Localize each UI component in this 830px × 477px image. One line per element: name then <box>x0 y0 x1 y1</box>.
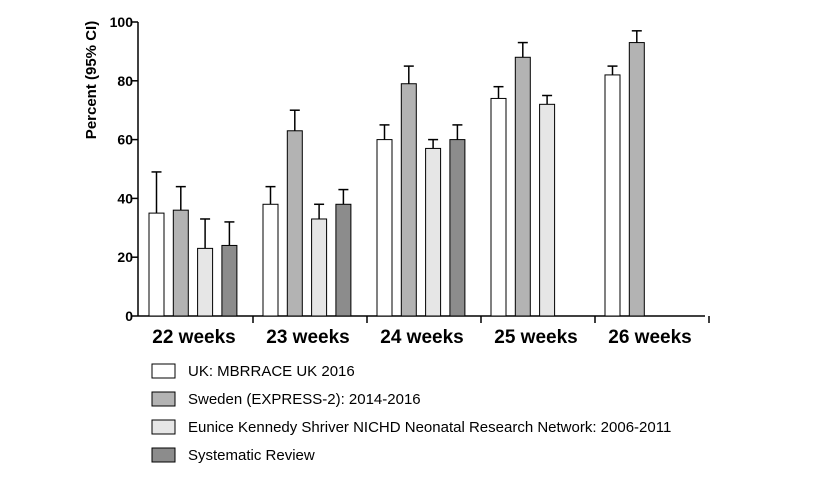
bar <box>400 83 417 317</box>
y-tick-label: 40 <box>117 190 133 206</box>
category-label: 25 weeks <box>494 327 577 348</box>
bar <box>514 56 531 317</box>
bar <box>539 103 556 317</box>
bar <box>197 247 214 317</box>
axes <box>132 21 710 323</box>
category-label: 22 weeks <box>152 327 235 348</box>
legend-label: Sweden (EXPRESS-2): 2014-2016 <box>188 391 421 408</box>
category-label: 24 weeks <box>380 327 463 348</box>
category-label: 23 weeks <box>266 327 349 348</box>
bar <box>449 139 466 317</box>
bar <box>262 203 279 317</box>
bar <box>425 147 442 317</box>
legend-label: UK: MBRRACE UK 2016 <box>188 363 355 380</box>
bars <box>148 30 645 317</box>
legend-label: Systematic Review <box>188 447 315 464</box>
bar <box>221 244 238 317</box>
bar <box>628 42 645 317</box>
legend-swatch <box>151 363 176 379</box>
bar <box>604 74 621 317</box>
category-label: 26 weeks <box>608 327 691 348</box>
bar <box>376 139 393 317</box>
legend-swatch <box>151 447 176 463</box>
y-tick-label: 20 <box>117 249 133 265</box>
legend-swatch <box>151 419 176 435</box>
y-tick-label: 60 <box>117 132 133 148</box>
y-tick-labels: 0 20 40 60 80 100 <box>110 14 134 324</box>
bar <box>311 218 328 317</box>
y-axis-label: Percent (95% CI) <box>83 21 100 139</box>
bar <box>490 97 507 317</box>
y-tick-label: 100 <box>110 14 134 30</box>
bar <box>286 130 303 317</box>
bar <box>172 209 189 317</box>
legend: UK: MBRRACE UK 2016 Sweden (EXPRESS-2): 2… <box>151 363 671 464</box>
legend-swatch <box>151 391 176 407</box>
legend-label: Eunice Kennedy Shriver NICHD Neonatal Re… <box>188 419 671 436</box>
bar <box>335 203 352 317</box>
category-labels: 22 weeks 23 weeks 24 weeks 25 weeks 26 weeks <box>152 327 691 348</box>
y-tick-label: 0 <box>125 308 133 324</box>
bar <box>148 212 165 317</box>
y-tick-label: 80 <box>117 73 133 89</box>
